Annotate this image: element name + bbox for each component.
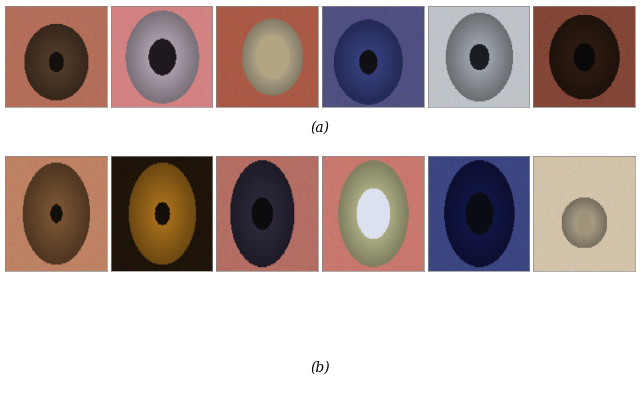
- Text: (b): (b): [310, 361, 330, 375]
- Text: (a): (a): [310, 120, 330, 134]
